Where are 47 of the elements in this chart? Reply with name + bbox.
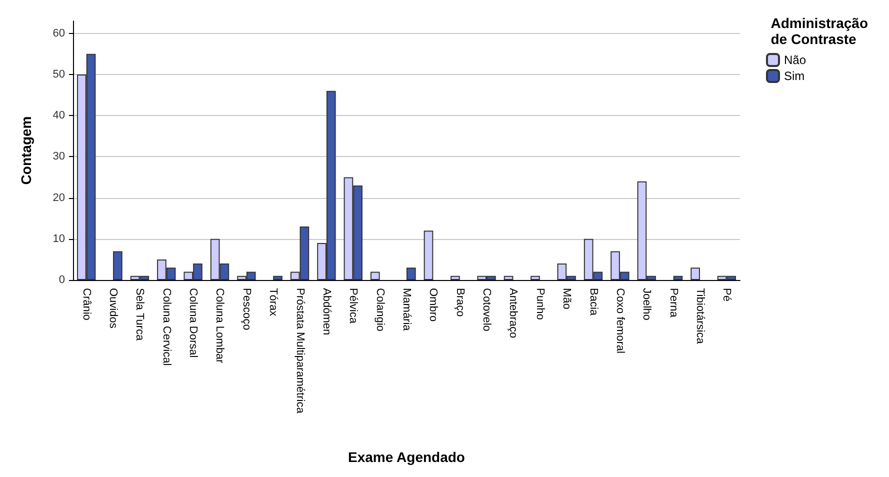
x-tick-label: Pescoço: [240, 288, 252, 330]
x-tick-label: Próstata Multiparamétrica: [294, 288, 306, 414]
legend-title: Administração de Contraste: [770, 15, 868, 47]
x-tick-label: Ombro: [427, 288, 440, 322]
x-tick-label: Braço: [454, 288, 466, 317]
x-tick-label: Bacia: [587, 288, 600, 316]
x-tick-label: Tibiotársica: [694, 288, 706, 345]
x-tick-label: Mão: [560, 288, 573, 310]
y-tick-label: 50: [52, 68, 65, 80]
x-axis-title: Exame Agendado: [348, 449, 465, 465]
x-tick-label: Pé: [720, 288, 733, 302]
x-tick-label: Perna: [667, 288, 680, 318]
y-tick-label: 40: [52, 110, 65, 122]
x-tick-label: Colangio: [374, 288, 386, 332]
bar: [530, 276, 540, 280]
x-tick-label: Abdómen: [320, 288, 332, 336]
x-tick-label: Antebraço: [507, 288, 520, 338]
y-axis-title: Contagem: [18, 116, 34, 185]
x-tick-label: Joelho: [640, 288, 653, 320]
x-tick-label: Pélvica: [347, 288, 360, 324]
legend-label: Não: [784, 53, 806, 67]
y-tick-label: 0: [58, 274, 65, 286]
bar: [406, 268, 416, 280]
x-tick-label: Coluna Lombar: [214, 288, 226, 364]
x-tick-label: Tórax: [267, 288, 280, 317]
x-tick-label: Punho: [534, 288, 546, 320]
legend-label: Sim: [784, 69, 805, 83]
x-tick-label: Mamária: [400, 288, 412, 332]
bar: [424, 230, 434, 280]
bar: [370, 272, 380, 280]
y-tick-label: 60: [52, 27, 65, 40]
bar: [673, 276, 683, 280]
x-tick-label: Coluna Dorsal: [187, 288, 200, 358]
bar: [273, 276, 282, 280]
x-tick-label: Coxo femoral: [614, 288, 626, 354]
bar: [450, 276, 460, 280]
y-tick-label: 30: [52, 150, 65, 163]
bar: [690, 268, 700, 280]
bar: [504, 276, 514, 280]
x-tick-label: Cotovelo: [480, 288, 493, 332]
y-tick-label: 20: [52, 192, 65, 204]
x-tick-label: Sela Turca: [134, 288, 146, 342]
x-tick-label: Crânio: [80, 288, 92, 320]
x-tick-label: Ouvidos: [107, 288, 120, 329]
x-tick-label: Coluna Cervical: [160, 288, 172, 366]
y-tick-label: 10: [52, 232, 65, 245]
bar: [113, 251, 122, 280]
